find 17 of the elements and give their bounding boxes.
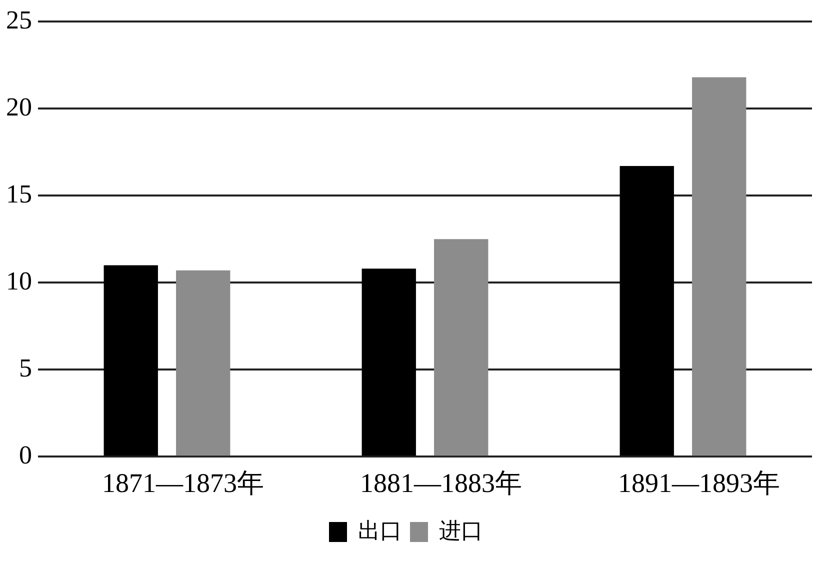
bar: [104, 265, 158, 456]
x-tick-label: 1871—1873年: [102, 468, 264, 498]
y-tick-label: 10: [6, 266, 32, 296]
y-tick-label: 15: [6, 179, 32, 208]
bar: [620, 166, 674, 456]
x-tick-label: 1891—1893年: [618, 468, 780, 498]
y-tick-label: 0: [19, 440, 32, 470]
bar: [692, 77, 746, 456]
y-tick-label: 25: [6, 5, 32, 34]
y-tick-label: 20: [6, 92, 32, 122]
bar: [362, 268, 416, 456]
y-tick-label: 5: [19, 353, 32, 382]
bar: [434, 239, 488, 456]
legend-label: 出口: [358, 518, 402, 543]
legend-label: 进口: [439, 518, 483, 543]
bar: [176, 270, 230, 456]
x-tick-label: 1881—1883年: [360, 468, 522, 498]
